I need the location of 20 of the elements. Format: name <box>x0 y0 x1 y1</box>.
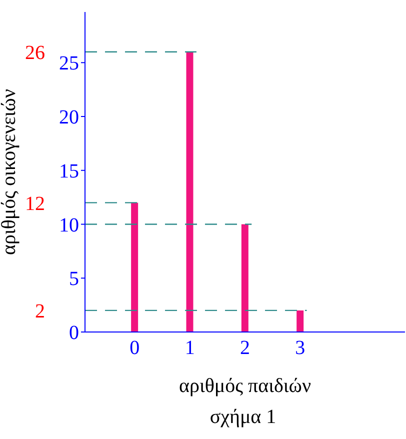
y-tick-label: 5 <box>69 268 79 290</box>
x-tick-label: 1 <box>184 337 195 360</box>
bar <box>186 52 194 332</box>
x-tick-label: 0 <box>130 337 140 360</box>
bar <box>241 224 248 332</box>
text: σχήμα 1 <box>208 406 278 429</box>
y-tick-label: 0 <box>69 322 79 344</box>
y-tick-label: 10 <box>59 214 79 236</box>
y-tick-label: 25 <box>59 52 79 75</box>
x-axis-title: αριθμός παιδιών <box>178 375 312 397</box>
y-axis-title: αριθμός οικογενειών <box>0 88 20 256</box>
bar <box>131 202 138 332</box>
ref-line-label: 12 <box>25 192 45 215</box>
ref-line-label: 26 <box>25 42 45 64</box>
x-tick-label: 2 <box>240 337 250 360</box>
y-tick-label: 15 <box>59 160 79 182</box>
bar <box>296 310 304 332</box>
x-tick-label: 3 <box>295 337 306 360</box>
ref-line-label: 2 <box>35 300 45 323</box>
y-tick-label: 20 <box>59 106 79 129</box>
